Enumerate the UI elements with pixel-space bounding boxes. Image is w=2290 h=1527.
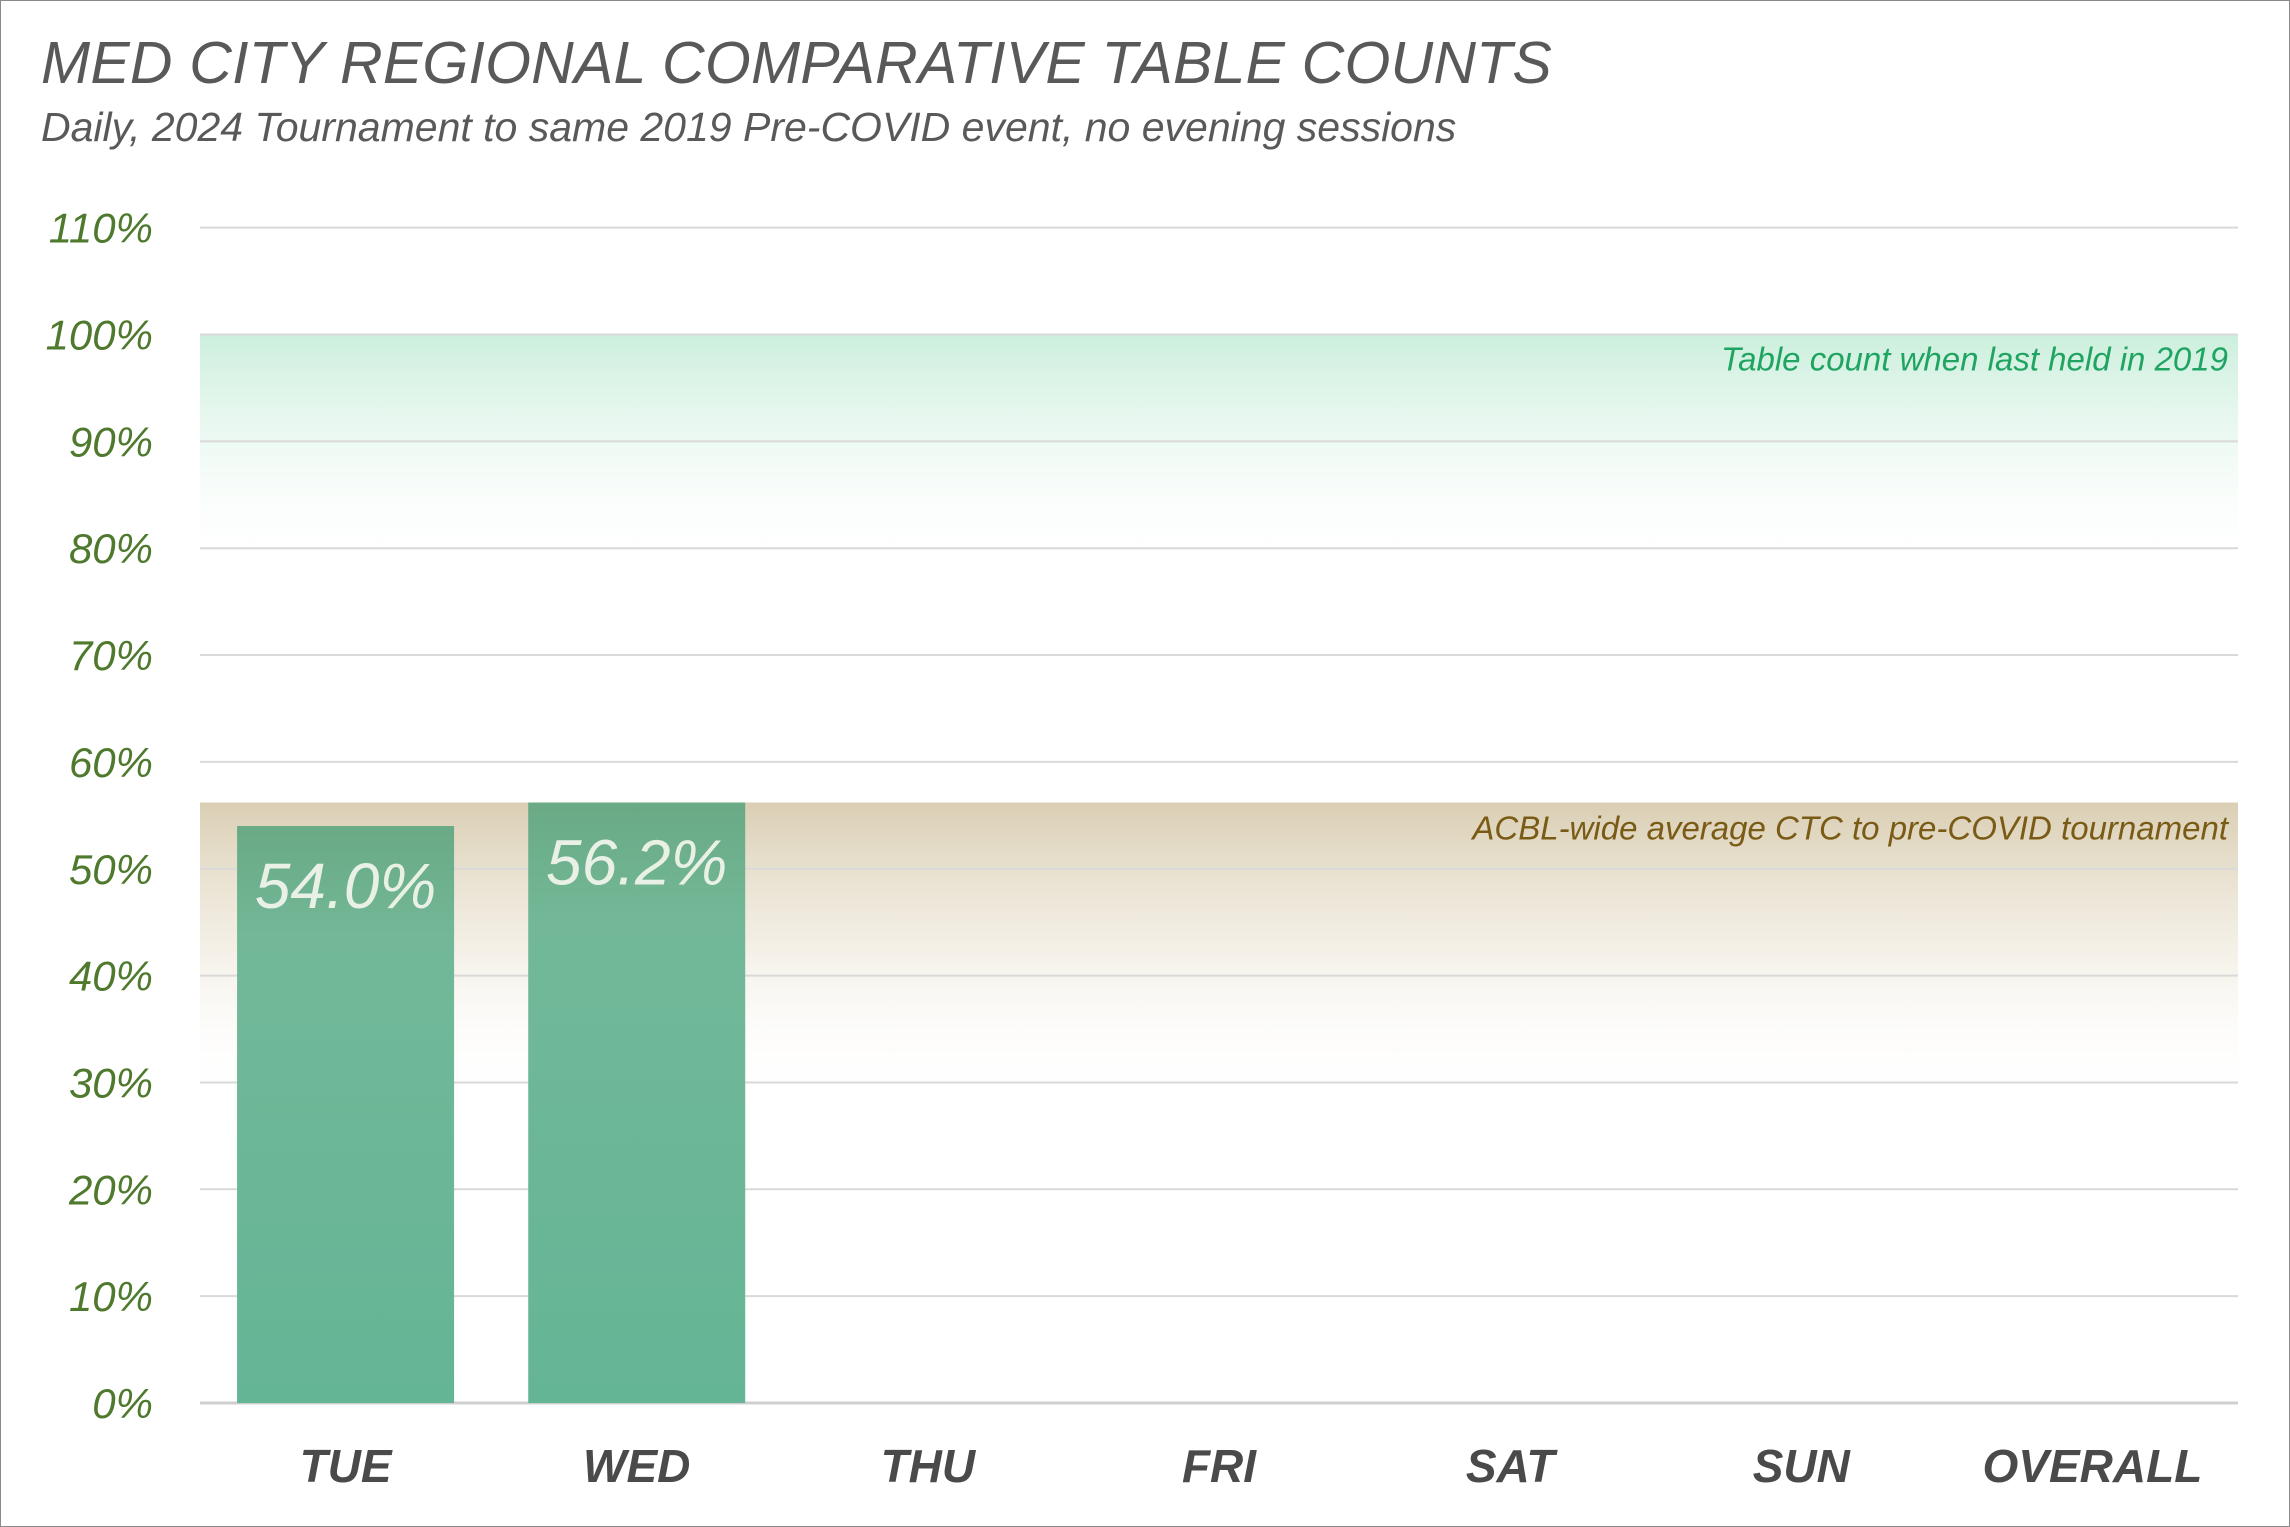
reference-bands: Table count when last held in 2019 ACBL-w… xyxy=(200,333,2238,1103)
y-tick-label: 80% xyxy=(69,525,153,572)
category-label-thu: THU xyxy=(881,1440,977,1492)
band-acbl-label: ACBL-wide average CTC to pre-COVID tourn… xyxy=(1470,810,2229,847)
band-acbl-fill xyxy=(200,802,2238,1103)
band-2019-label: Table count when last held in 2019 xyxy=(1721,341,2228,378)
category-label-tue: TUE xyxy=(300,1440,393,1492)
chart-title: MED CITY REGIONAL COMPARATIVE TABLE COUN… xyxy=(41,30,1552,96)
y-tick-label: 30% xyxy=(69,1059,153,1106)
data-label-tue: 54.0% xyxy=(255,850,436,922)
bar-wed xyxy=(528,802,746,1403)
y-tick-label: 50% xyxy=(69,846,153,893)
y-tick-label: 70% xyxy=(69,632,153,679)
bars: 54.0% 56.2% xyxy=(237,802,746,1403)
category-label-sat: SAT xyxy=(1466,1440,1558,1492)
y-tick-label: 60% xyxy=(69,739,153,786)
category-label-sun: SUN xyxy=(1753,1440,1851,1492)
category-label-overall: OVERALL xyxy=(1983,1440,2203,1492)
y-tick-label: 40% xyxy=(69,953,153,1000)
x-axis-categories: TUE WED THU FRI SAT SUN OVERALL xyxy=(300,1440,2203,1492)
y-tick-label: 90% xyxy=(69,418,153,465)
y-tick-label: 110% xyxy=(49,205,153,252)
category-label-wed: WED xyxy=(583,1440,690,1492)
y-tick-label: 100% xyxy=(46,312,153,359)
y-tick-label: 0% xyxy=(92,1380,153,1427)
y-tick-label: 10% xyxy=(69,1273,153,1320)
chart-subtitle: Daily, 2024 Tournament to same 2019 Pre-… xyxy=(41,104,1457,150)
bar-tue xyxy=(237,826,455,1403)
data-label-wed: 56.2% xyxy=(546,827,727,899)
category-label-fri: FRI xyxy=(1182,1440,1257,1492)
y-tick-label: 20% xyxy=(68,1166,153,1213)
y-axis-ticks: 0% 10% 20% 30% 40% 50% 60% 70% 80% 90% 100% 110% xyxy=(46,205,153,1427)
band-2019-fill xyxy=(200,334,2238,575)
